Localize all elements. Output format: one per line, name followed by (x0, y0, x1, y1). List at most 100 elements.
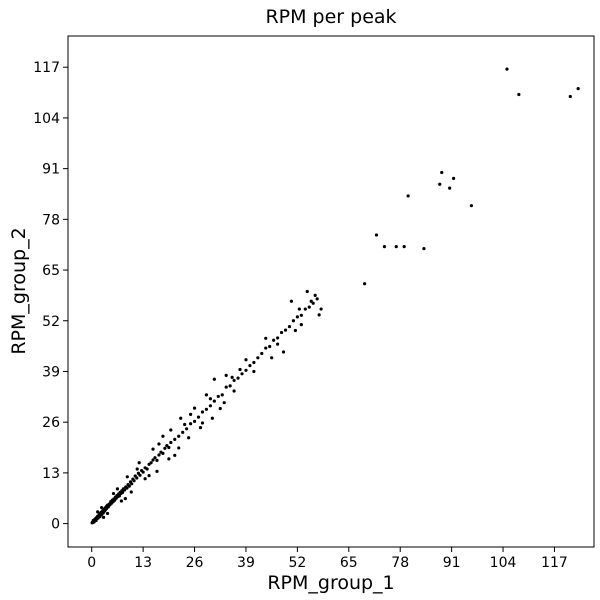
scatter-point (155, 469, 159, 473)
scatter-point (287, 325, 292, 329)
scatter-point (260, 351, 264, 356)
scatter-point (224, 373, 228, 377)
scatter-point (568, 94, 572, 99)
scatter-point (264, 346, 268, 350)
axis-ticks: 0 13 26 39 52 65 78 91 104 117 0 13 26 39 52 65 78 91 104 1… (33, 60, 568, 571)
scatter-point (119, 499, 123, 503)
scatter-point (115, 487, 120, 491)
scatter-point (179, 416, 183, 420)
scatter-point (291, 319, 296, 323)
x-tick-label: 0 (87, 555, 96, 571)
scatter-point (157, 453, 161, 457)
scatter-point (311, 301, 315, 305)
scatter-point (440, 170, 444, 175)
y-tick-label: 117 (33, 60, 60, 76)
scatter-point (165, 443, 169, 448)
scatter-point (232, 389, 236, 393)
chart-title: RPM per peak (265, 6, 396, 28)
scatter-point (382, 245, 386, 249)
scatter-point (105, 511, 110, 516)
scatter-point (319, 307, 323, 311)
scatter-point (272, 338, 276, 342)
x-tick-label: 13 (134, 555, 152, 571)
scatter-point (189, 412, 193, 416)
scatter-point (248, 364, 252, 368)
scatter-point (268, 344, 272, 349)
scatter-point (220, 393, 224, 397)
scatter-point (289, 299, 294, 303)
scatter-point (143, 477, 147, 481)
scatter-point (305, 289, 309, 294)
scatter-point (216, 394, 220, 399)
x-tick-label: 65 (340, 555, 358, 571)
scatter-point (167, 445, 171, 450)
scatter-point (422, 246, 426, 251)
scatter-point (96, 510, 100, 514)
scatter-point (192, 406, 197, 410)
scatter-point (299, 323, 303, 327)
scatter-point (187, 436, 191, 440)
data-points (90, 67, 580, 525)
scatter-point (224, 385, 228, 389)
scatter-point (192, 419, 197, 423)
x-tick-label: 26 (186, 555, 204, 571)
scatter-point (145, 467, 149, 471)
scatter-point (240, 372, 244, 376)
scatter-point (147, 474, 151, 478)
scatter-point (406, 194, 410, 198)
x-axis-label: RPM_group_1 (267, 572, 394, 594)
scatter-point (185, 427, 189, 431)
scatter-point (212, 399, 216, 403)
scatter-point (189, 422, 193, 426)
scatter-point (452, 176, 456, 180)
scatter-point (236, 376, 240, 380)
scatter-point (151, 458, 155, 462)
scatter-point (157, 442, 161, 446)
scatter-point (151, 447, 155, 451)
scatter-point (200, 410, 205, 414)
scatter-point (297, 307, 301, 311)
scatter-point (576, 87, 580, 91)
scatter-point (153, 456, 157, 460)
scatter-point (173, 437, 177, 441)
x-tick-label: 52 (288, 555, 306, 571)
scatter-point (374, 233, 379, 237)
scatter-point (196, 415, 201, 419)
x-tick-label: 104 (490, 555, 517, 571)
scatter-point (117, 494, 122, 498)
scatter-point (238, 367, 242, 372)
scatter-point (228, 384, 232, 388)
scatter-point (149, 461, 153, 465)
scatter-point (252, 369, 256, 374)
scatter-point (123, 497, 127, 501)
scatter-point (169, 428, 173, 432)
scatter-point (309, 299, 313, 303)
y-tick-label: 26 (42, 415, 60, 431)
scatter-point (438, 182, 442, 186)
scatter-point (130, 482, 134, 486)
scatter-point (307, 305, 311, 309)
scatter-point (256, 356, 260, 360)
scatter-point (173, 453, 177, 457)
scatter-point (230, 375, 234, 379)
scatter-point (222, 401, 226, 405)
scatter-point (155, 458, 159, 462)
y-tick-label: 65 (42, 263, 60, 279)
scatter-point (161, 451, 165, 455)
scatter-point (169, 440, 173, 445)
scatter-point (244, 368, 248, 372)
scatter-point (125, 475, 129, 479)
scatter-point (313, 293, 317, 297)
y-tick-label: 52 (42, 314, 60, 330)
scatter-point (469, 204, 473, 208)
scatter-point (111, 491, 116, 496)
scatter-point (198, 426, 203, 430)
scatter-point (125, 486, 129, 490)
scatter-point (212, 377, 216, 381)
scatter-point (363, 282, 367, 286)
scatter-point (161, 434, 165, 438)
scatter-point (183, 422, 187, 427)
scatter-point (100, 506, 104, 510)
y-tick-label: 13 (42, 466, 60, 482)
